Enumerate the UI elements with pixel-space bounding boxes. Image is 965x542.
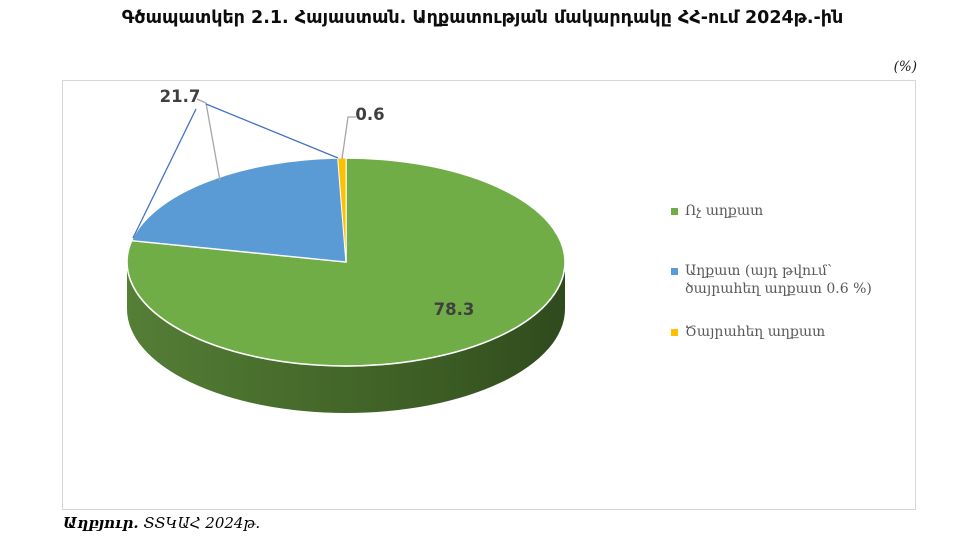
data-label-not-poor: 78.3 <box>434 300 475 319</box>
leader-line-poor-blue-left <box>132 108 197 239</box>
leader-line-poor-gray <box>196 98 221 182</box>
data-label-extremely-poor: 0.6 <box>355 105 384 124</box>
data-label-poor: 21.7 <box>160 87 201 106</box>
legend-item-extremely-poor: Ծայրահեղ աղքատ <box>671 323 903 341</box>
pie-slice-poor <box>131 157 347 263</box>
unit-percent-label: (%) <box>893 59 917 75</box>
legend-marker-green-icon <box>671 208 678 215</box>
source-text: ՏՏԿԱՀ 2024թ. <box>143 514 261 532</box>
pie-side-green <box>127 262 565 413</box>
legend-label-extremely-poor: Ծայրահեղ աղքատ <box>685 324 826 340</box>
chart-title: Գծապատկեր 2.1. Հայաստան. Աղքատության մակ… <box>121 8 844 28</box>
legend-label-not-poor: Ոչ աղքատ <box>685 203 764 219</box>
legend-item-not-poor: Ոչ աղքատ <box>671 202 903 220</box>
source-prefix: Աղբյուր. <box>63 514 139 532</box>
legend-marker-yellow-icon <box>671 329 678 336</box>
leader-line-extremely-poor <box>341 116 356 160</box>
leader-line-poor-blue-right <box>205 103 339 159</box>
legend-label-poor: Աղքատ (այդ թվում՝ ծայրահեղ աղքատ 0.6 %) <box>685 263 872 298</box>
legend-marker-blue-icon <box>671 268 678 275</box>
source-note: Աղբյուր. ՏՏԿԱՀ 2024թ. <box>63 514 260 532</box>
legend-item-poor: Աղքատ (այդ թվում՝ ծայրահեղ աղքատ 0.6 %) <box>671 262 903 298</box>
